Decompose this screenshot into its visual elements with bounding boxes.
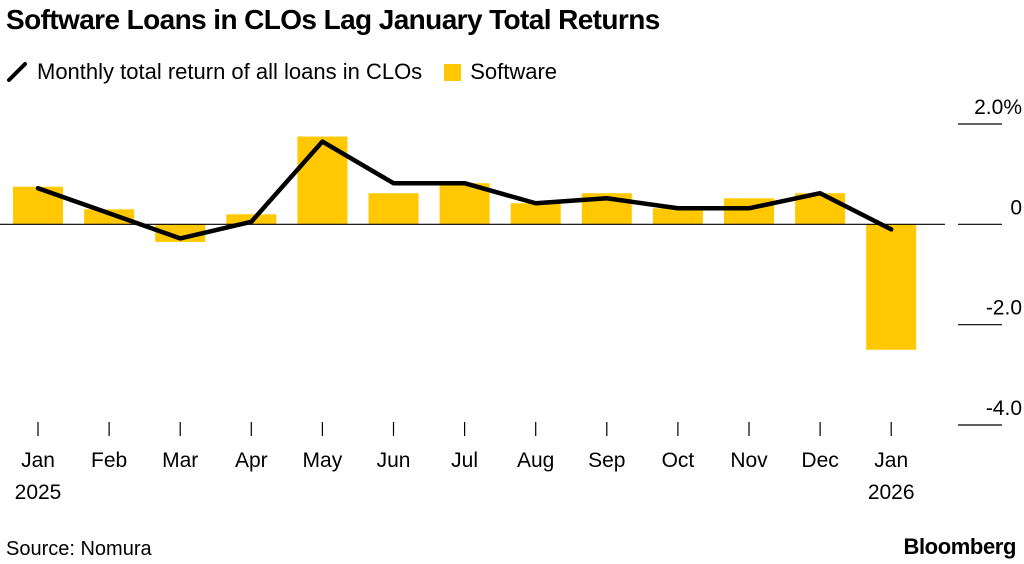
bar-10 [652,208,703,225]
bar-2 [84,209,135,225]
x-tick-label-7: Jul [451,449,478,472]
x-tick-label-1: Jan [21,449,55,472]
y-tick-label-4: -4.0 [986,397,1022,420]
legend-line-label: Monthly total return of all loans in CLO… [37,59,423,84]
x-tick-year-1: 2025 [15,481,62,504]
x-tick-label-11: Nov [730,449,768,472]
x-tick-year-13: 2026 [868,481,915,504]
x-tick-label-5: May [303,449,343,472]
bar-11 [724,198,774,225]
x-tick-label-6: Jun [377,449,411,472]
x-tick-label-3: Mar [162,449,198,472]
x-tick-label-12: Dec [801,449,838,472]
x-tick-label-2: Feb [91,449,127,472]
chart-title: Software Loans in CLOs Lag January Total… [6,4,660,35]
x-tick-label-4: Apr [235,449,268,472]
x-tick-label-10: Oct [662,449,695,472]
bar-8 [510,203,561,225]
legend-bar-swatch [444,63,462,81]
x-tick-label-8: Aug [517,449,554,472]
y-tick-label-3: -2.0 [986,297,1022,320]
legend: Monthly total return of all loans in CLO… [6,58,579,86]
bar-6 [368,193,419,225]
x-tick-label-13: Jan [874,449,908,472]
x-tick-label-9: Sep [588,449,625,472]
y-tick-label-2: 0 [1010,196,1022,219]
source-note: Source: Nomura [6,538,152,560]
legend-line-swatch [7,62,27,82]
legend-item-bar: Software [444,59,557,85]
brand-logo: Bloomberg [903,534,1016,559]
y-tick-label-1: 2.0% [974,96,1022,119]
bar-13 [866,224,917,350]
legend-item-line: Monthly total return of all loans in CLO… [6,59,422,85]
legend-bar-label: Software [470,59,558,84]
